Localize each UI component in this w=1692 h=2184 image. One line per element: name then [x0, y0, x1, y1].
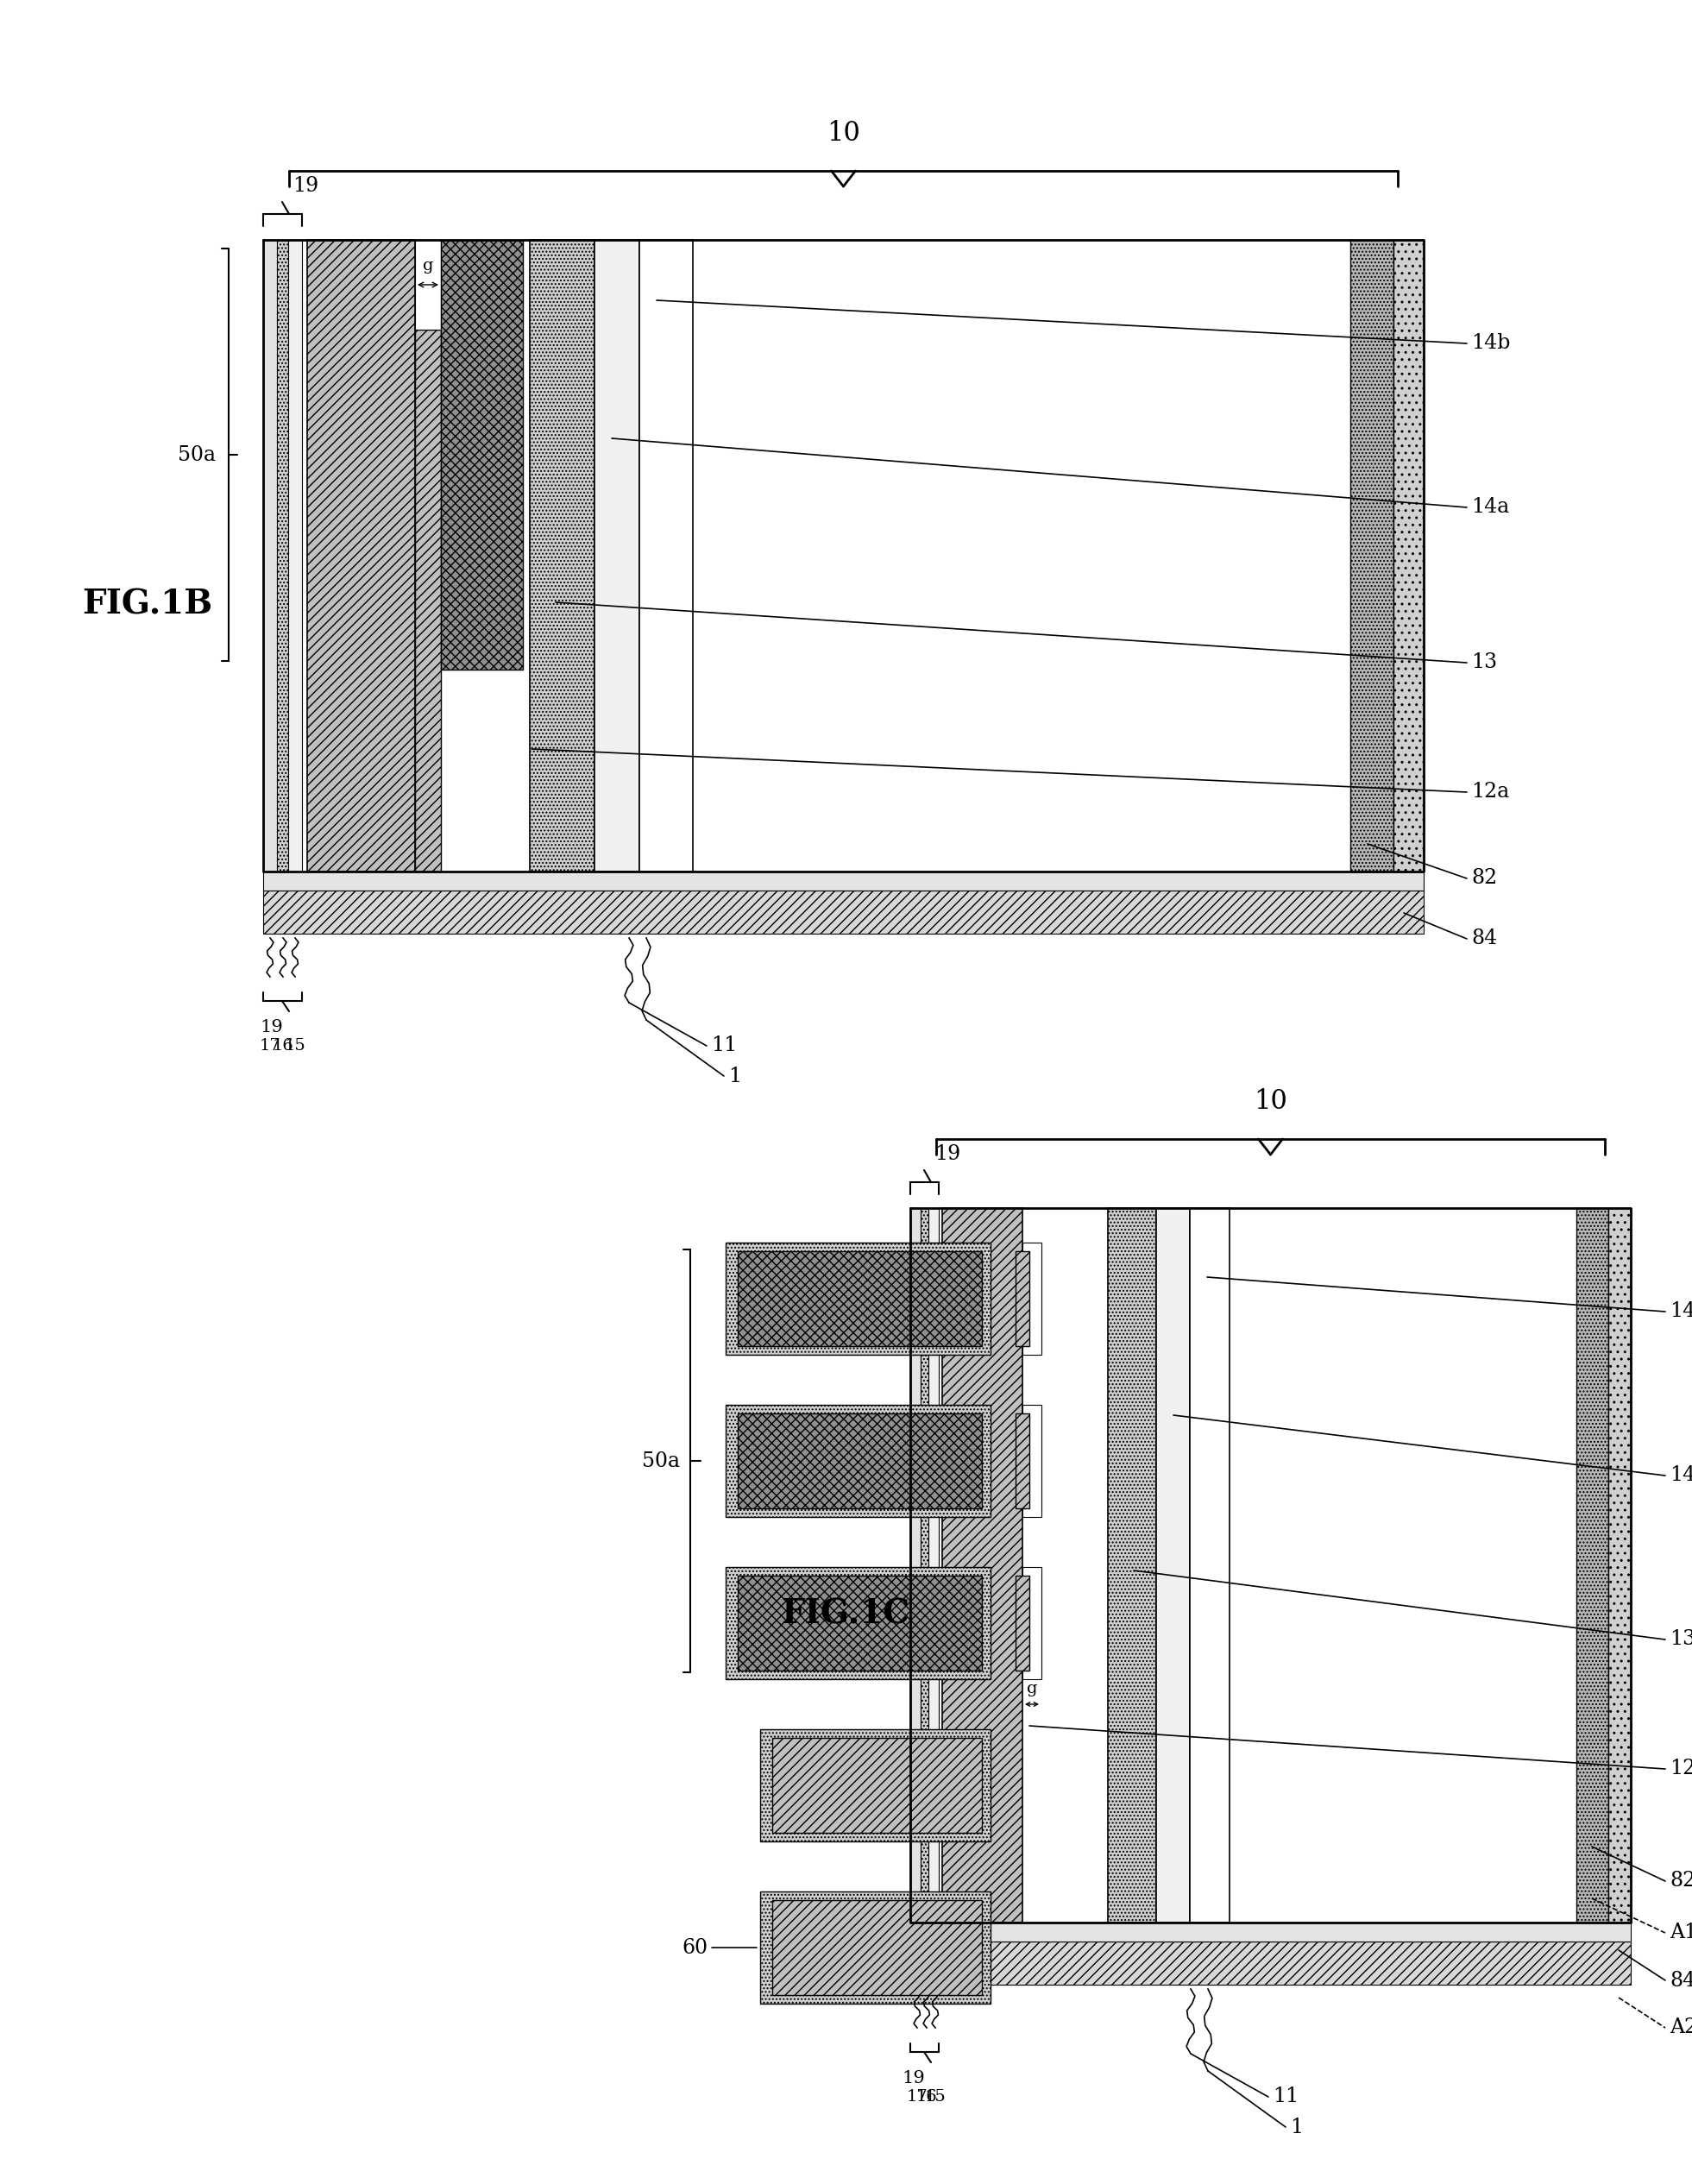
Text: 19: 19 — [934, 1144, 961, 1164]
Text: 17: 17 — [259, 1037, 281, 1053]
Bar — [942, 1208, 1022, 1922]
Text: A1: A1 — [1670, 1922, 1692, 1944]
Text: 15: 15 — [284, 1037, 306, 1053]
Text: 60: 60 — [682, 1937, 707, 1957]
Text: 14b: 14b — [1670, 1302, 1692, 1321]
Bar — [1108, 1208, 1156, 1922]
Bar — [772, 1738, 981, 1832]
Bar — [929, 1208, 939, 1922]
Bar — [640, 240, 692, 871]
Bar — [415, 240, 442, 330]
Bar — [738, 1575, 981, 1671]
Text: 11: 11 — [1272, 2088, 1299, 2108]
Text: 10: 10 — [1254, 1088, 1288, 1114]
Bar — [264, 240, 277, 871]
Text: 16: 16 — [915, 2090, 937, 2105]
Text: 10: 10 — [827, 120, 860, 146]
Text: 19: 19 — [261, 1018, 283, 1035]
Bar — [1022, 1404, 1042, 1518]
Bar — [695, 1208, 1673, 1985]
Bar — [1022, 1568, 1042, 1679]
Bar — [738, 1413, 981, 1509]
Text: 1: 1 — [728, 1066, 741, 1085]
Text: 84: 84 — [1470, 928, 1497, 948]
Text: 82: 82 — [1470, 869, 1497, 889]
Bar — [1577, 1208, 1609, 1922]
Bar — [738, 1251, 981, 1345]
Bar — [264, 891, 1423, 933]
Text: 14a: 14a — [1470, 498, 1509, 518]
Bar — [264, 240, 1423, 933]
Bar — [1156, 1208, 1189, 1922]
Text: 82: 82 — [1670, 1872, 1692, 1891]
Text: FIG.1B: FIG.1B — [81, 587, 213, 620]
Bar — [264, 871, 1423, 891]
Bar — [760, 1891, 990, 2003]
Text: FIG.1C: FIG.1C — [780, 1597, 910, 1629]
Text: 14b: 14b — [1470, 334, 1511, 354]
Text: g: g — [423, 258, 433, 273]
Bar — [1350, 240, 1394, 871]
Text: g: g — [1027, 1682, 1037, 1697]
Text: A2: A2 — [1670, 2018, 1692, 2038]
Text: 50a: 50a — [178, 446, 215, 465]
Bar — [1015, 1251, 1029, 1345]
Bar — [726, 1404, 990, 1518]
Bar — [530, 240, 594, 871]
Bar — [1015, 1413, 1029, 1509]
Bar — [726, 1568, 990, 1679]
Bar — [308, 240, 415, 871]
Text: 11: 11 — [711, 1035, 738, 1055]
Text: 16: 16 — [272, 1037, 294, 1053]
Bar — [910, 1942, 1631, 1985]
Text: 19: 19 — [293, 177, 318, 197]
Text: 13: 13 — [1670, 1629, 1692, 1649]
Bar — [760, 1730, 990, 1841]
Bar — [442, 240, 523, 670]
Text: 14a: 14a — [1670, 1465, 1692, 1485]
Bar — [1015, 1575, 1029, 1671]
Bar — [594, 240, 640, 871]
Bar — [726, 1243, 990, 1354]
Text: 17: 17 — [907, 2090, 927, 2105]
Text: 13: 13 — [1470, 653, 1497, 673]
Bar — [1189, 1208, 1230, 1922]
Text: 19: 19 — [902, 2070, 926, 2086]
Bar — [910, 1208, 920, 1922]
Text: 50a: 50a — [641, 1450, 680, 1470]
Bar — [910, 1922, 1631, 1942]
Bar — [1394, 240, 1423, 871]
Text: 84: 84 — [1670, 1970, 1692, 1990]
Bar — [415, 330, 442, 871]
Bar — [277, 240, 288, 871]
Bar — [1609, 1208, 1631, 1922]
Bar — [772, 1900, 981, 1994]
Text: 15: 15 — [924, 2090, 946, 2105]
Text: 12a: 12a — [1470, 782, 1509, 802]
Bar — [288, 240, 301, 871]
Bar — [1022, 1243, 1042, 1354]
Text: 1: 1 — [1289, 2116, 1303, 2136]
Text: 12a: 12a — [1670, 1758, 1692, 1780]
Bar — [920, 1208, 929, 1922]
